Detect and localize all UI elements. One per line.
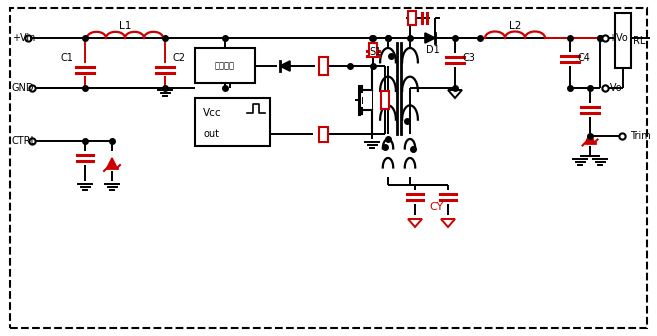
- Text: C3: C3: [463, 53, 476, 63]
- Polygon shape: [408, 219, 422, 227]
- Polygon shape: [280, 61, 290, 71]
- Bar: [381, 91, 389, 109]
- Text: Vcc: Vcc: [203, 108, 221, 118]
- Text: S1: S1: [369, 47, 381, 57]
- Text: -Vo: -Vo: [608, 83, 623, 93]
- Text: CY: CY: [430, 202, 443, 212]
- Text: GND: GND: [12, 83, 35, 93]
- Bar: [408, 11, 416, 25]
- Bar: [195, 98, 270, 146]
- Polygon shape: [441, 219, 455, 227]
- Polygon shape: [107, 158, 117, 168]
- Text: +Vin: +Vin: [12, 33, 35, 43]
- Text: Trim: Trim: [630, 131, 650, 141]
- Text: C1: C1: [60, 53, 74, 63]
- Bar: [369, 43, 377, 57]
- Text: out: out: [203, 129, 219, 139]
- Bar: [319, 126, 327, 141]
- Bar: [319, 57, 327, 75]
- Polygon shape: [425, 33, 435, 43]
- Text: RL: RL: [633, 36, 645, 46]
- Bar: [195, 48, 255, 83]
- Text: CTRL: CTRL: [12, 136, 37, 146]
- Text: D1: D1: [426, 45, 440, 55]
- Text: 启动电路: 启动电路: [215, 61, 235, 71]
- Polygon shape: [448, 90, 462, 98]
- Text: C4: C4: [578, 53, 591, 63]
- Polygon shape: [585, 133, 595, 142]
- Text: L2: L2: [509, 21, 521, 31]
- Bar: [615, 13, 631, 68]
- Text: C2: C2: [173, 53, 185, 63]
- Text: L1: L1: [119, 21, 131, 31]
- Text: +Vo: +Vo: [608, 33, 627, 43]
